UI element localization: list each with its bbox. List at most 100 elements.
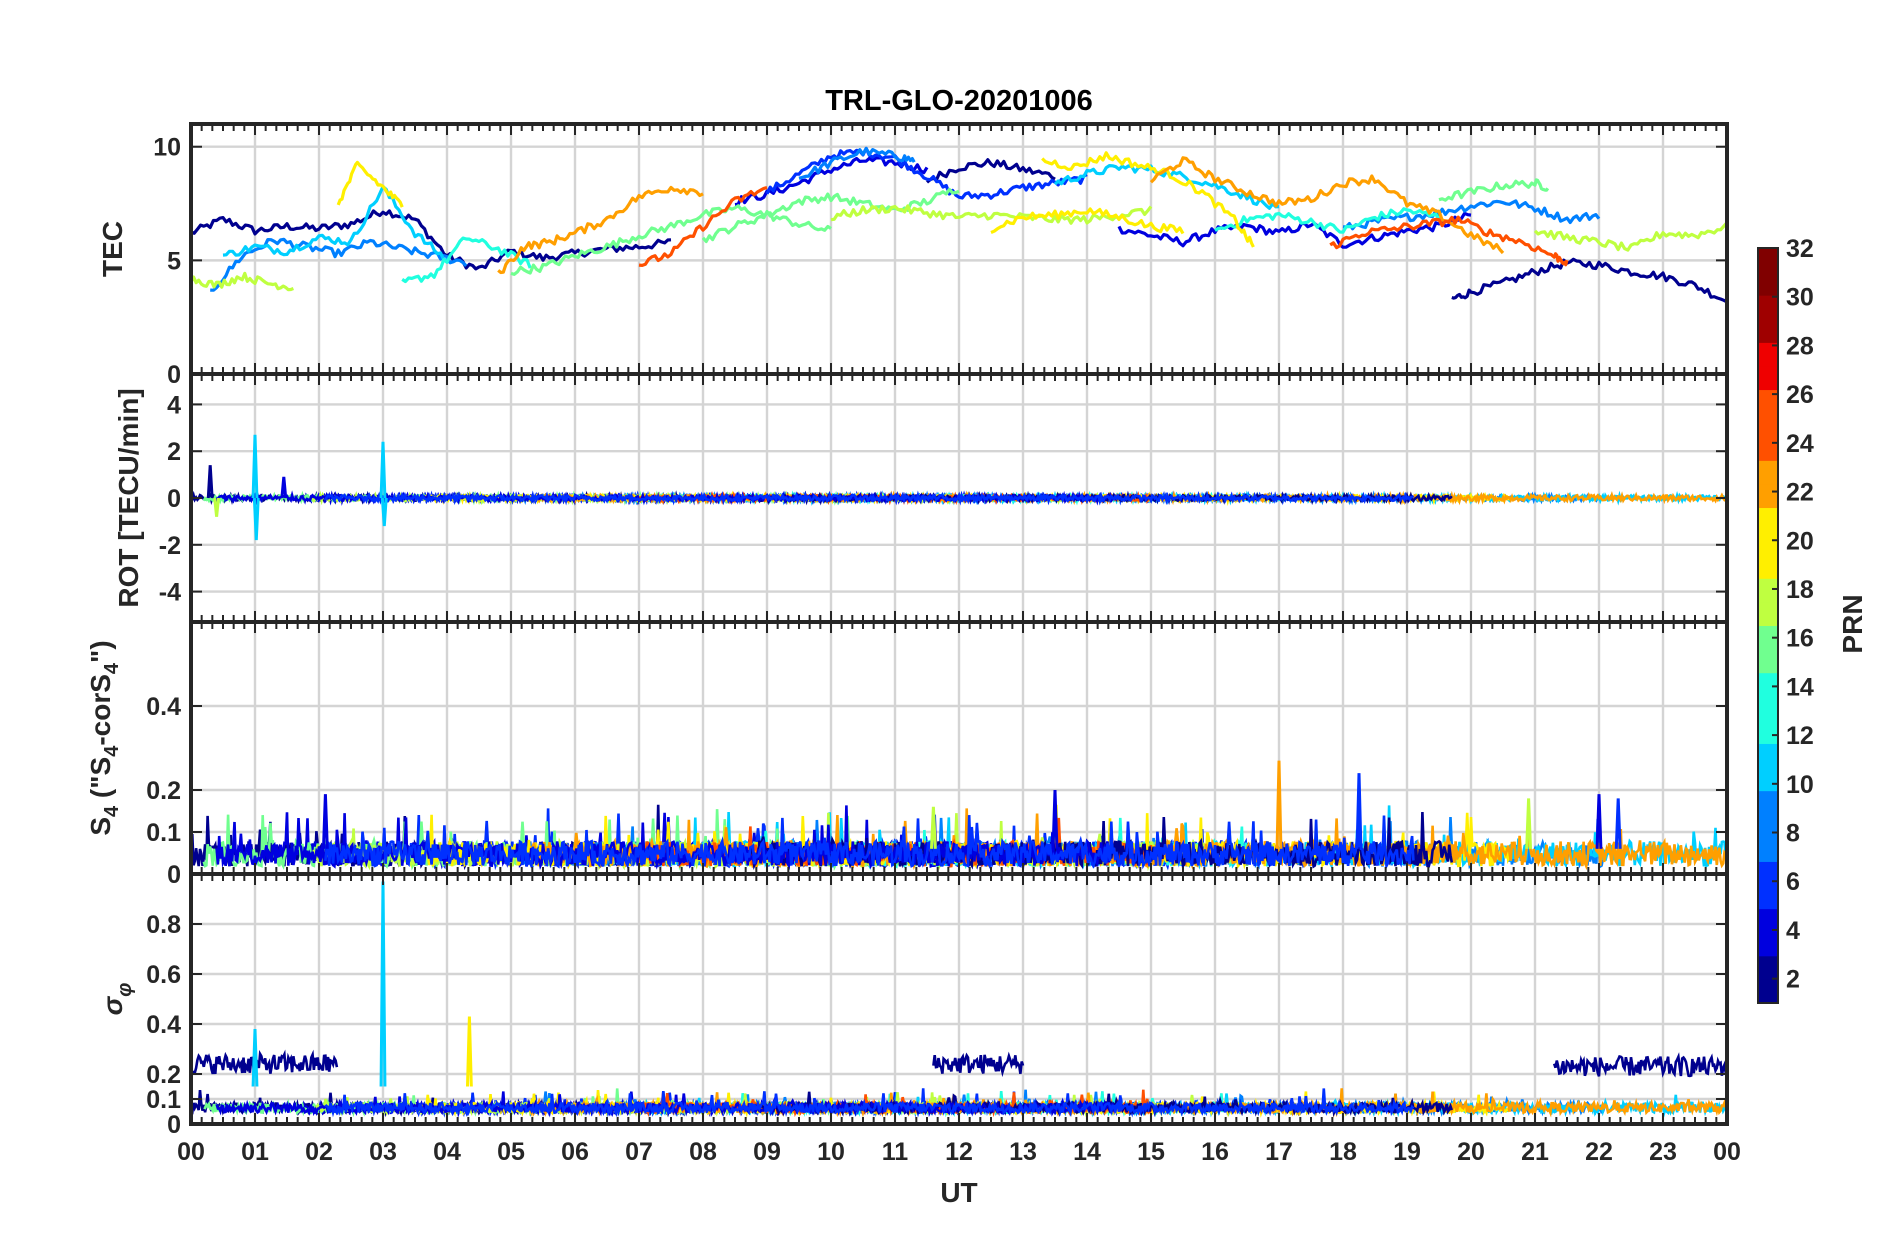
x-tick-label: 18 — [1329, 1138, 1357, 1166]
tec-series-line — [638, 186, 768, 267]
colorbar-band — [1758, 979, 1778, 1004]
colorbar-band — [1758, 837, 1778, 862]
spike — [379, 441, 387, 499]
noise-trace — [324, 490, 1415, 506]
plot-area-sigma_phi — [191, 881, 1727, 1118]
x-tick-label: 14 — [1073, 1138, 1101, 1166]
x-tick-label: 23 — [1649, 1138, 1677, 1166]
x-tick-label: 00 — [177, 1138, 205, 1166]
y-tick-label: -4 — [159, 579, 181, 607]
colorbar-tick-label: 18 — [1786, 576, 1814, 604]
x-tick-label: 22 — [1585, 1138, 1613, 1166]
x-tick-label: 15 — [1137, 1138, 1165, 1166]
colorbar-band — [1758, 601, 1778, 626]
y-tick-label: 5 — [167, 247, 181, 275]
elevated-segment — [932, 1051, 1025, 1078]
x-tick-label: 01 — [241, 1138, 269, 1166]
tec-series-line — [1117, 211, 1472, 249]
colorbar-band — [1758, 460, 1778, 485]
colorbar-band — [1758, 295, 1778, 320]
tec-series-line — [210, 237, 468, 292]
y-tick-label: 0 — [167, 1111, 181, 1139]
x-tick-label: 21 — [1521, 1138, 1549, 1166]
colorbar-band — [1758, 365, 1778, 391]
y-tick-label: 0 — [167, 861, 181, 889]
y-tick-label: 0 — [167, 361, 181, 389]
y-tick-label: 0 — [167, 485, 181, 513]
x-tick-label: 11 — [882, 1138, 909, 1166]
colorbar-band — [1758, 908, 1778, 933]
colorbar-tick-label: 20 — [1786, 527, 1814, 555]
y-axis-label: σφ — [97, 983, 136, 1016]
x-tick-label: 17 — [1265, 1138, 1293, 1166]
spike — [1051, 789, 1059, 849]
noise-trace — [324, 814, 1415, 871]
y-tick-label: 0.2 — [146, 1061, 181, 1089]
y-tick-label: 0.1 — [146, 1086, 181, 1114]
chart-title: TRL-GLO-20201006 — [825, 85, 1093, 117]
colorbar-tick-label: 16 — [1786, 625, 1814, 653]
colorbar-band — [1758, 955, 1778, 980]
spike — [321, 794, 329, 849]
tec-series-line — [1329, 215, 1569, 267]
y-axis-label: S4 ("S4-corS4") — [85, 640, 123, 835]
panel-s4: 0 0.1 0.2 0.4 S4 ("S4-corS4") — [85, 620, 1729, 889]
colorbar-band — [1758, 672, 1778, 697]
colorbar-band — [1758, 885, 1778, 910]
x-tick-label: 04 — [433, 1138, 461, 1166]
colorbar-band — [1758, 436, 1778, 461]
tec-series-line — [336, 160, 404, 208]
panel-rot: -4 -2 0 2 4 ROT [TECU/min] — [113, 372, 1729, 624]
tec-series-line — [401, 236, 532, 284]
colorbar-band — [1758, 625, 1778, 650]
colorbar-tick-label: 8 — [1786, 820, 1800, 848]
tec-series-line — [191, 271, 294, 292]
colorbar-band — [1758, 790, 1778, 815]
spike — [213, 497, 221, 517]
colorbar-tick-label: 12 — [1786, 722, 1814, 750]
y-tick-label: 10 — [153, 134, 181, 162]
spike — [251, 434, 259, 499]
colorbar-band — [1758, 507, 1778, 532]
tec-series-line — [222, 184, 448, 262]
x-tick-label: 12 — [945, 1138, 973, 1166]
y-tick-label: 0.4 — [146, 693, 181, 721]
y-tick-label: 0.1 — [146, 819, 181, 847]
colorbar-tick-label: 2 — [1786, 966, 1800, 994]
tec-series-line — [510, 204, 832, 276]
colorbar-tick-label: 4 — [1786, 917, 1800, 945]
x-tick-label: 09 — [753, 1138, 781, 1166]
colorbar-band — [1758, 554, 1778, 579]
colorbar-tick-label: 14 — [1786, 673, 1814, 701]
colorbar-frame — [1757, 247, 1779, 1004]
tec-series-line — [990, 207, 1185, 235]
y-tick-label: 4 — [167, 391, 181, 419]
x-tick-label: 20 — [1457, 1138, 1485, 1166]
colorbar-band — [1758, 271, 1778, 296]
y-tick-label: -2 — [159, 532, 181, 560]
colorbar-band — [1758, 696, 1778, 721]
colorbar-band — [1758, 649, 1778, 674]
tec-series-line — [1041, 151, 1255, 248]
x-tick-label: 19 — [1393, 1138, 1421, 1166]
spike — [1614, 798, 1622, 849]
colorbar-band — [1758, 861, 1778, 886]
colorbar-band — [1758, 531, 1778, 556]
colorbar-tick-label: 32 — [1786, 235, 1814, 263]
spike — [1595, 794, 1603, 849]
x-axis-label: UT — [940, 1177, 977, 1208]
spike — [380, 497, 388, 527]
spike — [280, 476, 288, 499]
tec-series-line — [1149, 156, 1505, 255]
spike — [251, 1028, 259, 1087]
x-tick-label: 00 — [1713, 1138, 1741, 1166]
x-tick-label: 05 — [497, 1138, 525, 1166]
elevated-segment — [191, 1049, 339, 1075]
spike — [929, 806, 937, 849]
tec-series-line — [701, 187, 960, 244]
x-tick-label: 10 — [817, 1138, 845, 1166]
spike — [1275, 760, 1283, 849]
colorbar-band — [1758, 413, 1778, 438]
